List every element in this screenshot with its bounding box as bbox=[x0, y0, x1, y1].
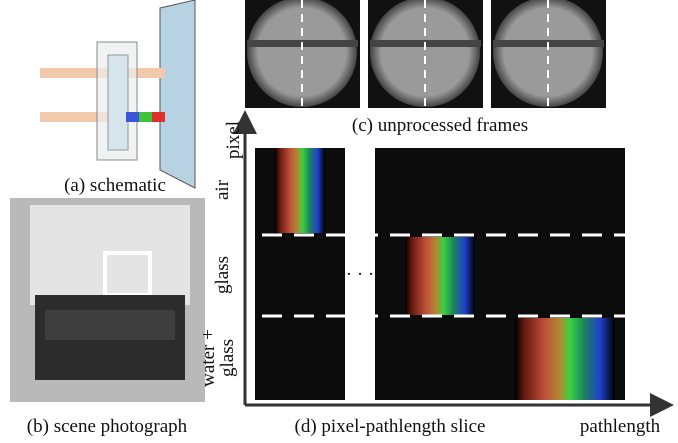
cuvette-inner bbox=[108, 55, 128, 150]
photo: (b) scene photograph bbox=[10, 198, 205, 437]
row-label: air bbox=[212, 179, 233, 200]
caption: (d) pixel-pathlength slice bbox=[295, 416, 486, 437]
frame bbox=[368, 0, 483, 108]
screen bbox=[160, 0, 195, 188]
row-label: glass bbox=[212, 256, 233, 294]
x-axis-label: pathlength bbox=[580, 416, 661, 437]
caption: (a) schematic bbox=[64, 175, 166, 196]
schematic: (a) schematic bbox=[40, 0, 195, 196]
caption: (b) scene photograph bbox=[27, 416, 188, 437]
beam-green bbox=[139, 112, 152, 122]
row-label: glass bbox=[217, 339, 238, 377]
spectrum bbox=[515, 318, 615, 400]
spectrum bbox=[275, 148, 325, 233]
row-label: water + bbox=[198, 329, 219, 387]
caption: (c) unprocessed frames bbox=[352, 115, 528, 136]
y-axis-label: pixel bbox=[223, 121, 244, 159]
beam-blue bbox=[126, 112, 139, 122]
beam-red bbox=[152, 112, 165, 122]
spectrum bbox=[405, 237, 475, 315]
frames: (c) unprocessed frames bbox=[245, 0, 606, 136]
figure: (a) schematic (b) scene photograph (c) u… bbox=[0, 0, 678, 443]
slice: · · · pixel pathlength air glass water +… bbox=[198, 121, 662, 437]
frame bbox=[245, 0, 360, 108]
frame bbox=[491, 0, 606, 108]
mount-plate bbox=[45, 310, 175, 340]
ellipsis: · · · bbox=[346, 264, 374, 285]
